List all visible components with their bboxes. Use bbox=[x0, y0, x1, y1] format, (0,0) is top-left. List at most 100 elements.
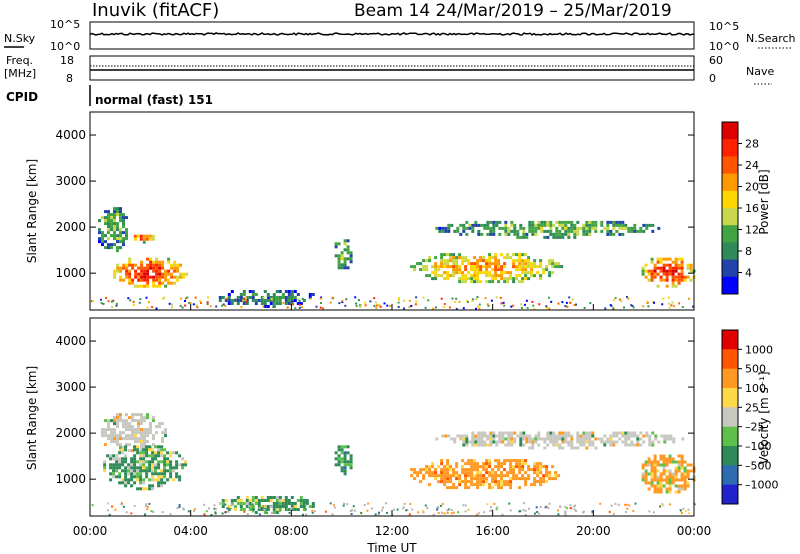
scatter-cell bbox=[561, 301, 564, 304]
echo-cell bbox=[689, 266, 693, 270]
echo-region bbox=[334, 239, 353, 270]
echo-cell bbox=[501, 437, 505, 441]
echo-cell bbox=[143, 266, 147, 270]
scatter-cell bbox=[437, 506, 439, 509]
echo-cell bbox=[512, 262, 516, 266]
scatter-cell bbox=[286, 508, 289, 511]
echo-cell bbox=[176, 263, 180, 267]
echo-cell bbox=[558, 229, 562, 233]
echo-cell bbox=[110, 234, 113, 238]
echo-cell bbox=[597, 437, 601, 441]
echo-cell bbox=[576, 440, 580, 444]
echo-cell bbox=[137, 284, 141, 288]
echo-cell bbox=[522, 434, 526, 438]
echo-cell bbox=[230, 302, 234, 305]
echo-cell bbox=[340, 469, 344, 473]
echo-cell bbox=[650, 478, 654, 482]
echo-cell bbox=[588, 437, 592, 441]
scatter-cell bbox=[379, 305, 382, 308]
echo-cell bbox=[528, 220, 532, 224]
echo-cell bbox=[119, 207, 122, 211]
echo-cell bbox=[134, 272, 138, 276]
echo-cell bbox=[101, 234, 104, 238]
echo-cell bbox=[131, 434, 134, 438]
echo-cell bbox=[115, 466, 119, 470]
echo-cell bbox=[545, 468, 549, 472]
echo-cell bbox=[422, 477, 426, 481]
echo-cell bbox=[245, 299, 249, 302]
scatter-cell bbox=[333, 506, 336, 509]
echo-cell bbox=[537, 437, 541, 441]
echo-cell bbox=[518, 256, 522, 260]
echo-cell bbox=[446, 274, 450, 278]
echo-cell bbox=[146, 428, 149, 432]
echo-cell bbox=[115, 475, 119, 479]
colorbar-swatch bbox=[722, 242, 738, 261]
scatter-cell bbox=[688, 297, 691, 300]
scatter-cell bbox=[483, 511, 486, 514]
echo-cell bbox=[133, 454, 137, 458]
echo-cell bbox=[525, 232, 529, 236]
echo-cell bbox=[158, 278, 162, 282]
scatter-cell bbox=[673, 305, 675, 308]
echo-cell bbox=[653, 272, 657, 276]
echo-cell bbox=[112, 472, 116, 476]
echo-cell bbox=[513, 440, 517, 444]
echo-cell bbox=[642, 434, 646, 438]
echo-cell bbox=[657, 226, 661, 230]
echo-cell bbox=[683, 484, 687, 488]
echo-cell bbox=[443, 468, 447, 472]
echo-cell bbox=[464, 468, 468, 472]
echo-cell bbox=[561, 235, 565, 239]
echo-cell bbox=[554, 262, 558, 266]
scatter-cell bbox=[351, 509, 353, 512]
scatter-cell bbox=[495, 296, 498, 299]
y-tick-label: 1000 bbox=[55, 472, 86, 486]
echo-cell bbox=[680, 278, 684, 282]
echo-cell bbox=[128, 263, 132, 267]
echo-cell bbox=[506, 480, 510, 484]
echo-cell bbox=[296, 293, 300, 296]
echo-cell bbox=[651, 440, 655, 444]
echo-cell bbox=[656, 484, 660, 488]
echo-cell bbox=[101, 431, 104, 435]
echo-cell bbox=[567, 440, 571, 444]
echo-cell bbox=[236, 496, 240, 499]
echo-cell bbox=[161, 266, 165, 270]
echo-cell bbox=[125, 272, 129, 276]
scatter-cell bbox=[294, 307, 297, 310]
echo-cell bbox=[591, 223, 595, 227]
echo-cell bbox=[674, 475, 678, 479]
echo-cell bbox=[143, 272, 147, 276]
echo-cell bbox=[284, 302, 288, 305]
echo-cell bbox=[477, 223, 481, 227]
echo-cell bbox=[125, 237, 128, 241]
echo-cell bbox=[594, 226, 598, 230]
echo-cell bbox=[659, 463, 663, 467]
echo-cell bbox=[151, 484, 155, 488]
echo-cell bbox=[263, 302, 267, 305]
echo-cell bbox=[476, 477, 480, 481]
echo-cell bbox=[109, 472, 113, 476]
echo-cell bbox=[489, 229, 493, 233]
echo-cell bbox=[119, 228, 122, 232]
echo-cell bbox=[522, 431, 526, 435]
echo-cell bbox=[671, 275, 675, 279]
echo-cell bbox=[527, 474, 531, 478]
echo-cell bbox=[473, 268, 477, 272]
echo-cell bbox=[142, 451, 146, 455]
scatter-cell bbox=[432, 307, 435, 310]
echo-cell bbox=[152, 278, 156, 282]
echo-region bbox=[218, 496, 315, 514]
echo-cell bbox=[131, 278, 135, 282]
echo-cell bbox=[662, 269, 666, 273]
echo-cell bbox=[109, 454, 113, 458]
scatter-cell bbox=[129, 299, 132, 302]
scatter-cell bbox=[661, 303, 664, 306]
echo-cell bbox=[521, 253, 525, 257]
echo-cell bbox=[680, 478, 684, 482]
echo-cell bbox=[434, 271, 438, 275]
echo-region bbox=[641, 454, 696, 494]
echo-cell bbox=[627, 443, 631, 447]
echo-cell bbox=[140, 275, 144, 279]
